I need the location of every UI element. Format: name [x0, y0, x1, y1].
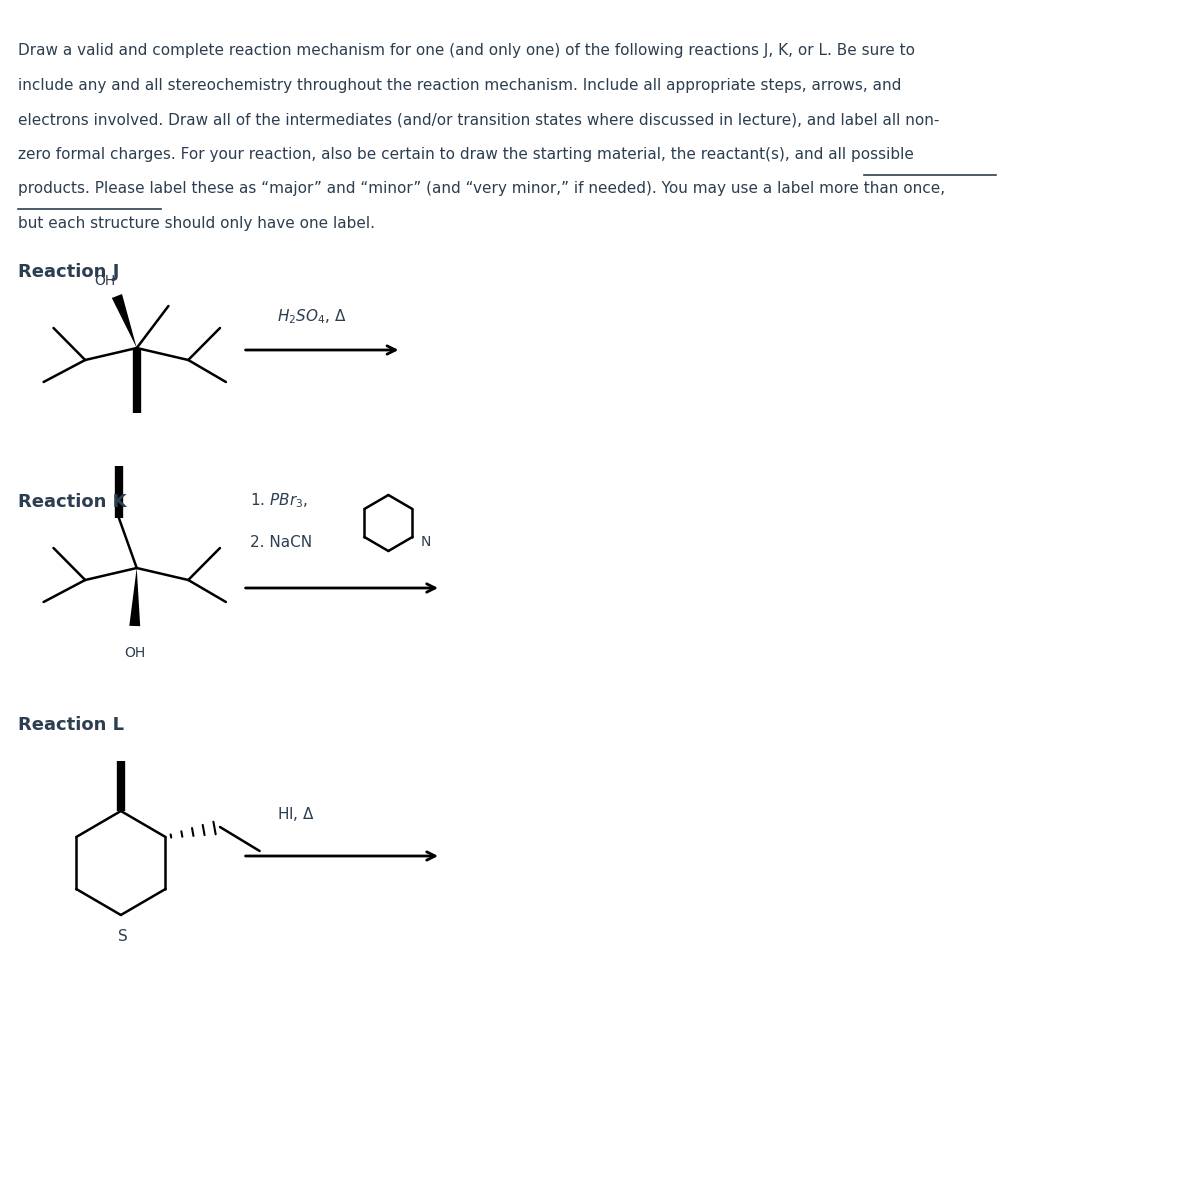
Text: include any and all stereochemistry throughout the reaction mechanism. Include a: include any and all stereochemistry thro… [18, 78, 901, 93]
Text: OH: OH [124, 646, 145, 660]
Text: 2. NaCN: 2. NaCN [250, 535, 312, 550]
Text: N: N [420, 535, 431, 549]
Text: S: S [118, 929, 127, 944]
Text: $H_2SO_4$, $\Delta$: $H_2SO_4$, $\Delta$ [277, 307, 347, 326]
Text: OH: OH [95, 274, 115, 287]
Text: electrons involved. Draw all of the intermediates (and/or transition states wher: electrons involved. Draw all of the inte… [18, 112, 940, 127]
Text: products. Please label these as “major” and “minor” (and “very minor,” if needed: products. Please label these as “major” … [18, 181, 944, 196]
Text: but each structure should only have one label.: but each structure should only have one … [18, 216, 374, 231]
Text: HI, $\Delta$: HI, $\Delta$ [277, 805, 316, 823]
Text: Reaction K: Reaction K [18, 494, 126, 511]
Text: Draw a valid and complete reaction mechanism for one (and only one) of the follo: Draw a valid and complete reaction mecha… [18, 44, 914, 58]
Text: Reaction L: Reaction L [18, 716, 124, 734]
Polygon shape [130, 568, 140, 627]
Text: 1. $PBr_3$,: 1. $PBr_3$, [250, 491, 307, 510]
Text: Reaction J: Reaction J [18, 263, 119, 282]
Text: zero formal charges. For your reaction, also be certain to draw the starting mat: zero formal charges. For your reaction, … [18, 146, 913, 161]
Polygon shape [112, 294, 137, 348]
